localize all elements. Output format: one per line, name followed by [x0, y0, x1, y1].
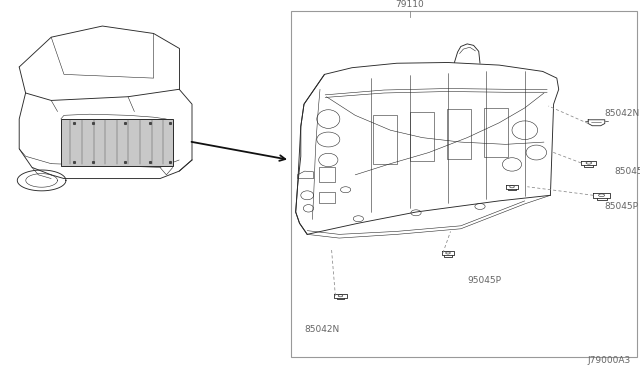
Text: 79110: 79110	[396, 0, 424, 9]
Bar	[291, 11, 637, 357]
Text: 95045P: 95045P	[467, 276, 501, 285]
Bar	[319, 192, 335, 203]
Bar	[410, 112, 434, 161]
Bar	[484, 108, 508, 157]
Text: 85042N: 85042N	[605, 109, 640, 118]
Bar	[319, 167, 335, 182]
Bar	[61, 119, 173, 166]
Text: J79000A3: J79000A3	[587, 356, 630, 365]
Text: 85045P: 85045P	[614, 167, 640, 176]
Bar	[447, 109, 471, 159]
Bar	[373, 115, 397, 164]
Text: 85045P: 85045P	[605, 202, 639, 211]
Text: 85042N: 85042N	[304, 325, 339, 334]
